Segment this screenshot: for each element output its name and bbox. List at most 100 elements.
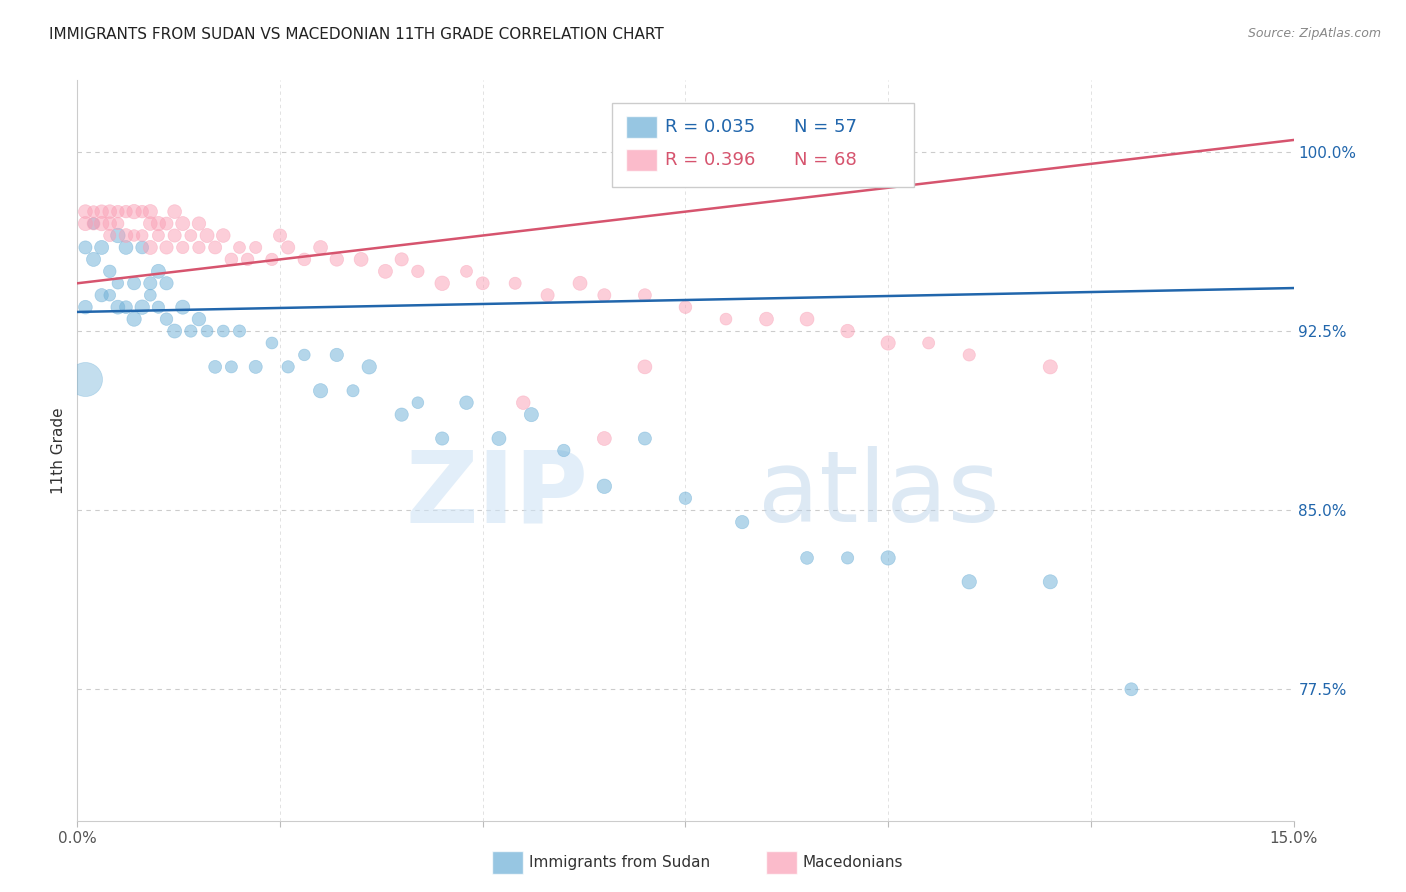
- Point: [1121, 682, 1143, 697]
- Point: [98, 288, 121, 302]
- Point: [107, 217, 129, 231]
- Point: [1039, 359, 1062, 374]
- Point: [204, 240, 226, 254]
- Point: [90, 240, 112, 254]
- Point: [115, 228, 138, 243]
- Point: [115, 240, 138, 254]
- Point: [195, 228, 218, 243]
- Point: [837, 324, 859, 338]
- Point: [75, 372, 97, 386]
- Point: [755, 312, 778, 326]
- Point: [236, 252, 259, 267]
- Point: [228, 240, 250, 254]
- Point: [163, 228, 186, 243]
- Point: [139, 204, 162, 219]
- Point: [212, 228, 235, 243]
- Point: [245, 359, 267, 374]
- Text: N = 68: N = 68: [794, 151, 858, 169]
- Point: [326, 348, 349, 362]
- Text: IMMIGRANTS FROM SUDAN VS MACEDONIAN 11TH GRADE CORRELATION CHART: IMMIGRANTS FROM SUDAN VS MACEDONIAN 11TH…: [49, 27, 664, 42]
- Point: [83, 217, 105, 231]
- Point: [83, 252, 105, 267]
- Point: [342, 384, 364, 398]
- Point: [75, 217, 97, 231]
- Point: [228, 324, 250, 338]
- Point: [188, 312, 211, 326]
- Point: [172, 217, 194, 231]
- Point: [675, 491, 697, 506]
- Point: [714, 312, 737, 326]
- Point: [90, 217, 112, 231]
- Point: [634, 432, 657, 446]
- Point: [98, 228, 121, 243]
- Point: [957, 348, 980, 362]
- Point: [260, 252, 283, 267]
- Text: Immigrants from Sudan: Immigrants from Sudan: [529, 855, 710, 870]
- Text: R = 0.035: R = 0.035: [665, 118, 755, 136]
- Point: [391, 252, 413, 267]
- Point: [148, 228, 170, 243]
- Point: [90, 288, 112, 302]
- Point: [406, 395, 429, 409]
- Point: [139, 240, 162, 254]
- Point: [350, 252, 373, 267]
- Point: [796, 550, 818, 565]
- Point: [456, 395, 478, 409]
- Point: [172, 300, 194, 314]
- Point: [139, 277, 162, 291]
- Point: [163, 204, 186, 219]
- Point: [309, 240, 332, 254]
- Point: [359, 359, 381, 374]
- Point: [98, 264, 121, 278]
- Point: [245, 240, 267, 254]
- Point: [406, 264, 429, 278]
- Point: [212, 324, 235, 338]
- Point: [634, 288, 657, 302]
- Point: [471, 277, 494, 291]
- Point: [188, 240, 211, 254]
- Point: [569, 277, 592, 291]
- Point: [221, 359, 243, 374]
- Point: [98, 204, 121, 219]
- Point: [675, 300, 697, 314]
- Point: [269, 228, 291, 243]
- Text: Source: ZipAtlas.com: Source: ZipAtlas.com: [1247, 27, 1381, 40]
- Point: [634, 359, 657, 374]
- Point: [503, 277, 526, 291]
- Point: [155, 312, 177, 326]
- Point: [75, 240, 97, 254]
- Point: [877, 550, 900, 565]
- Point: [122, 312, 145, 326]
- Point: [221, 252, 243, 267]
- Text: ZIP: ZIP: [405, 446, 588, 543]
- Text: N = 57: N = 57: [794, 118, 858, 136]
- Point: [309, 384, 332, 398]
- Point: [131, 240, 153, 254]
- Point: [155, 277, 177, 291]
- Point: [512, 395, 534, 409]
- Point: [430, 432, 453, 446]
- Point: [122, 228, 145, 243]
- Point: [553, 443, 575, 458]
- Point: [731, 515, 754, 529]
- Point: [796, 312, 818, 326]
- Point: [837, 550, 859, 565]
- Point: [520, 408, 543, 422]
- Point: [155, 217, 177, 231]
- Point: [292, 348, 315, 362]
- Point: [593, 432, 616, 446]
- Point: [139, 288, 162, 302]
- Point: [391, 408, 413, 422]
- Point: [277, 240, 299, 254]
- Point: [75, 204, 97, 219]
- Point: [593, 288, 616, 302]
- Point: [155, 240, 177, 254]
- Point: [292, 252, 315, 267]
- Text: R = 0.396: R = 0.396: [665, 151, 755, 169]
- Point: [188, 217, 211, 231]
- Point: [83, 217, 105, 231]
- Point: [918, 336, 941, 351]
- Point: [90, 204, 112, 219]
- Point: [488, 432, 510, 446]
- Point: [204, 359, 226, 374]
